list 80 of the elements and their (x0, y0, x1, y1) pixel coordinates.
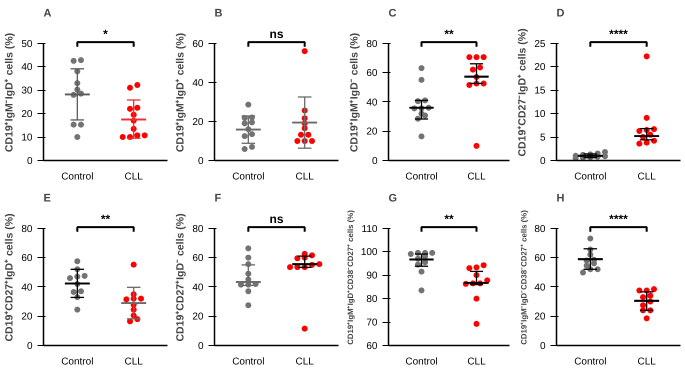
y-tick-label: 80 (534, 224, 546, 235)
y-tick-label: 5 (540, 132, 546, 144)
y-tick-label: 15 (534, 86, 546, 97)
text: ** (444, 212, 454, 226)
x-tick-label: CLL (467, 172, 486, 182)
y-tick-label: 10 (21, 132, 33, 144)
y-tick-label: 90 (366, 270, 378, 282)
x-tick-label: CLL (296, 172, 314, 182)
y-tick-label: 20 (534, 312, 546, 323)
y-tick-label: 110 (362, 224, 378, 235)
y-tick-label: 60 (192, 253, 204, 264)
y-tick-label: 50 (21, 38, 33, 50)
y-tick-label: 40 (534, 282, 546, 294)
y-tick-label: 20 (534, 62, 546, 74)
y-axis-title: CD19⁺CD27⁺IgD⁻ cells (%) (174, 213, 186, 342)
y-tick-label: 40 (192, 78, 204, 89)
text: ** (444, 26, 454, 41)
y-tick-label: 20 (366, 126, 378, 138)
x-tick-label: CLL (124, 172, 144, 182)
chart-title: D (556, 8, 564, 20)
chart-title: E (44, 192, 51, 204)
y-tick-label: 0 (26, 341, 33, 352)
y-tick-label: 60 (366, 341, 378, 352)
y-tick-label: 0 (540, 156, 546, 167)
x-tick-label: Control (405, 172, 438, 182)
y-axis-title: CD19⁺IgM⁺IgD⁺ cells (%) (174, 32, 186, 152)
x-tick-label: Control (232, 172, 264, 182)
y-tick-label: 20 (21, 109, 33, 120)
y-tick-label: 0 (198, 341, 204, 352)
x-tick-label: Control (232, 356, 264, 368)
y-tick-label: 20 (192, 116, 204, 128)
text: * (103, 26, 108, 41)
x-tick-label: Control (61, 172, 94, 182)
text: ns (270, 26, 284, 41)
x-tick-label: CLL (124, 356, 144, 368)
x-tick-label: Control (405, 356, 438, 368)
y-tick-label: 80 (366, 38, 378, 50)
y-tick-label: 60 (192, 38, 204, 50)
x-tick-label: Control (574, 172, 606, 182)
text: **** (609, 26, 628, 41)
y-tick-label: 100 (360, 247, 378, 258)
y-tick-label: 0 (540, 341, 546, 352)
y-tick-label: 60 (366, 68, 378, 80)
y-tick-label: 80 (192, 224, 204, 235)
chart-title: F (214, 192, 222, 204)
x-tick-label: CLL (467, 356, 486, 368)
y-tick-label: 40 (192, 282, 204, 294)
y-tick-label: 25 (534, 38, 546, 50)
y-tick-label: 40 (21, 282, 33, 294)
x-tick-label: Control (574, 356, 606, 368)
y-tick-label: 30 (21, 86, 33, 97)
y-tick-label: 60 (21, 253, 33, 264)
chart-title: B (214, 8, 222, 20)
y-tick-label: 10 (534, 109, 546, 120)
y-tick-label: 80 (21, 224, 33, 235)
y-tick-label: 0 (198, 156, 204, 167)
y-tick-label: 70 (366, 318, 378, 329)
chart-title: H (556, 192, 564, 204)
y-tick-label: 40 (366, 97, 378, 108)
x-tick-label: CLL (296, 356, 314, 368)
chart-title: A (44, 8, 52, 20)
y-tick-label: 0 (26, 156, 33, 167)
chart-title: C (388, 8, 396, 20)
y-axis-title: CD19⁺IgM⁺IgD⁻ cells (%) (348, 32, 360, 152)
chart-title: G (388, 192, 398, 204)
y-tick-label: 20 (192, 312, 204, 323)
x-tick-label: Control (61, 356, 94, 368)
y-tick-label: 40 (21, 62, 33, 74)
y-axis-title: CD19⁺IgM⁻IgD⁺ cells (%) (3, 32, 16, 152)
x-tick-label: CLL (638, 172, 656, 182)
y-tick-label: 20 (21, 312, 33, 323)
y-tick-label: 80 (366, 294, 378, 306)
y-axis-title: CD19⁺CD27⁻IgD⁺ cells (%) (516, 28, 528, 157)
text: **** (609, 212, 628, 226)
text: ns (270, 212, 284, 226)
y-axis-title: CD19⁺CD27⁺IgD⁺ cells (%) (3, 213, 16, 342)
y-tick-label: 60 (534, 253, 546, 264)
x-tick-label: CLL (638, 356, 656, 368)
y-tick-label: 0 (372, 156, 378, 167)
text: ** (100, 212, 110, 226)
